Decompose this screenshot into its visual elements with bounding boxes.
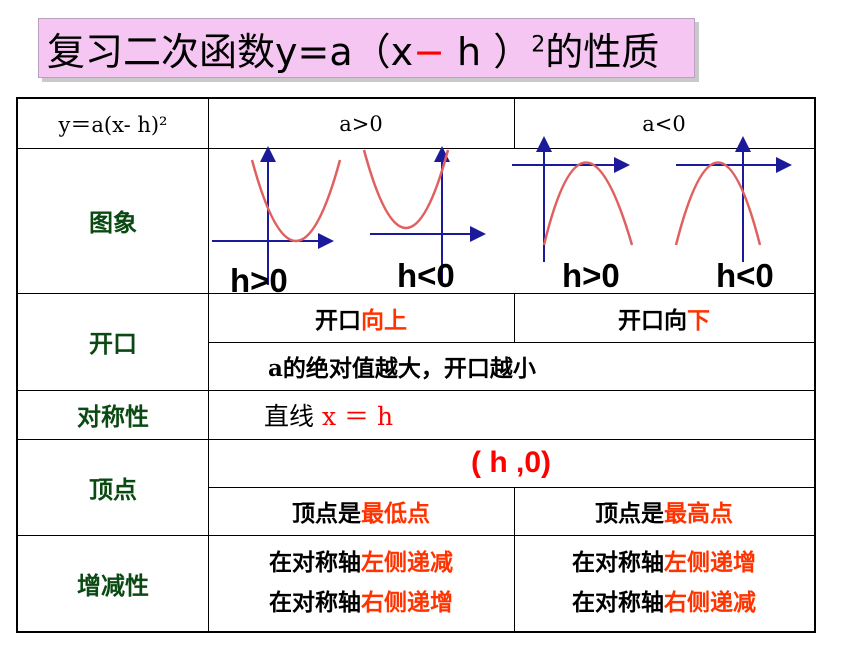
monotonic-positive: 在对称轴左侧递减 在对称轴右侧递增 — [269, 549, 453, 616]
vertex-coords: ( h ,0) — [471, 446, 551, 479]
row-divider — [18, 390, 814, 391]
label-monotonic: 增减性 — [77, 570, 149, 600]
opening-up: 开口 向上 — [315, 306, 407, 334]
col-divider — [208, 99, 209, 631]
header-formula: y＝a(x- h)² — [58, 112, 168, 137]
header-a-negative: a<0 — [642, 111, 686, 136]
graph-label-1: h>0 — [230, 262, 288, 299]
opening-note: a的绝对值越大，开口越小 — [268, 355, 536, 382]
page-title: 复习二次函数y=a（x− h ）2的性质 — [47, 29, 660, 74]
row-divider — [208, 487, 814, 488]
row-divider — [18, 535, 814, 536]
row-divider — [18, 439, 814, 440]
label-graph: 图象 — [89, 208, 137, 237]
label-vertex: 顶点 — [89, 474, 137, 504]
graph-label-3: h>0 — [562, 257, 620, 294]
monotonic-negative: 在对称轴左侧递增 在对称轴右侧递减 — [572, 549, 756, 616]
opening-down: 开口向下 — [618, 306, 710, 334]
graph-label-2: h<0 — [397, 257, 455, 294]
col-divider — [514, 487, 515, 631]
row-divider — [208, 342, 814, 343]
header-a-positive: a>0 — [339, 111, 383, 136]
vertex-lowest: 顶点是 最低点 — [292, 500, 430, 527]
symmetry-axis: 直线 x ＝ h — [264, 401, 394, 431]
col-divider — [514, 293, 515, 342]
vertex-highest: 顶点是 最高点 — [595, 500, 733, 527]
title-banner: 复习二次函数y=a（x− h ）2的性质 — [38, 18, 695, 78]
label-symmetry: 对称性 — [77, 402, 149, 431]
row-divider — [18, 148, 814, 149]
col-divider — [514, 99, 515, 148]
graph-label-4: h<0 — [716, 257, 774, 294]
row-divider — [18, 293, 814, 294]
label-opening: 开口 — [89, 329, 137, 358]
properties-table: y＝a(x- h)² a>0 a<0 图象 开口 对称性 顶点 增减性 开口 向上… — [16, 97, 816, 633]
